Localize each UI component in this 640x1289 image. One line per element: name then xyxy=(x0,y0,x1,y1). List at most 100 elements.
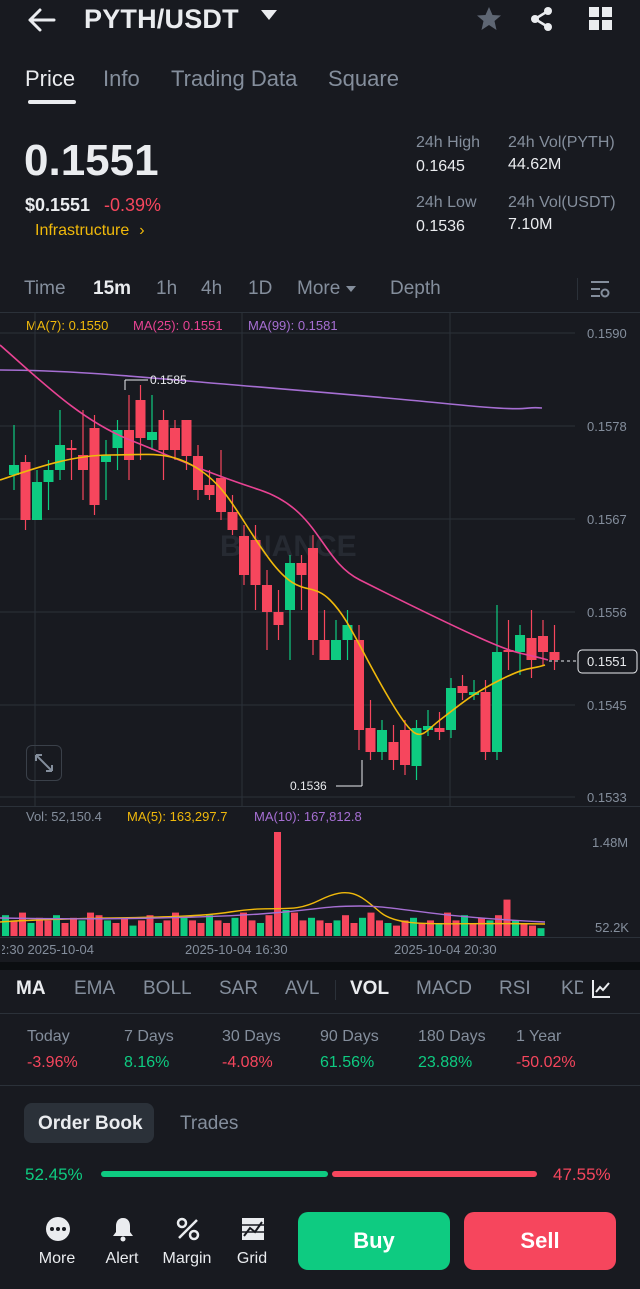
pair-title[interactable]: PYTH/USDT xyxy=(84,4,239,34)
candle xyxy=(400,720,410,775)
perf-value: 23.88% xyxy=(418,1054,473,1071)
chart-settings-icon[interactable] xyxy=(588,277,612,301)
tab-trades[interactable]: Trades xyxy=(180,1113,239,1134)
vol-tick: 52.2K xyxy=(595,920,629,935)
candle xyxy=(549,625,560,670)
tab-price[interactable]: Price xyxy=(25,66,76,91)
volume-bar xyxy=(104,920,111,936)
tab-order-book[interactable]: Order Book xyxy=(24,1103,154,1143)
indicator-macd[interactable]: MACD xyxy=(416,978,472,999)
main-tabs: Price Info Trading Data Square xyxy=(0,66,640,96)
candle-body xyxy=(469,692,479,695)
volume-bar xyxy=(316,920,324,936)
nav-alert[interactable]: Alert xyxy=(87,1212,157,1272)
interval-time[interactable]: Time xyxy=(24,278,66,299)
vol-quote-value: 7.10M xyxy=(508,216,553,233)
volume-bar xyxy=(223,923,230,936)
volume-bar xyxy=(257,923,264,936)
vol-ma5-legend: MA(5): 163,297.7 xyxy=(127,809,228,824)
tab-trading-data[interactable]: Trading Data xyxy=(171,66,298,91)
candle-body xyxy=(492,652,502,752)
candle-body xyxy=(549,652,560,660)
tab-info[interactable]: Info xyxy=(103,66,140,91)
candle xyxy=(227,495,238,535)
high-value: 0.1645 xyxy=(416,158,465,175)
volume-bar xyxy=(537,928,545,936)
candle-body xyxy=(434,728,445,732)
volume-bar xyxy=(359,917,366,936)
volume-bar xyxy=(427,920,434,936)
candle xyxy=(388,725,399,770)
candle xyxy=(273,590,284,640)
volume-chart[interactable] xyxy=(0,807,640,937)
volume-bar xyxy=(308,917,315,936)
candle-body xyxy=(9,465,19,475)
tab-square[interactable]: Square xyxy=(328,66,399,91)
candle-body xyxy=(112,430,123,448)
candle xyxy=(135,385,146,460)
grid-menu-icon[interactable] xyxy=(586,4,616,34)
performance-row: Today -3.96% 7 Days 8.16% 30 Days -4.08%… xyxy=(0,1028,640,1078)
volume-bar xyxy=(325,923,332,936)
indicator-rsi[interactable]: RSI xyxy=(499,978,531,999)
y-tick: 0.1590 xyxy=(587,326,627,341)
indicator-ema[interactable]: EMA xyxy=(74,978,116,999)
nav-grid[interactable]: Grid xyxy=(217,1212,287,1272)
sell-button[interactable]: Sell xyxy=(464,1212,616,1270)
category-tag-link[interactable]: Infrastructure › xyxy=(35,222,145,240)
volume-bar xyxy=(503,899,511,936)
interval-1h[interactable]: 1h xyxy=(156,278,178,299)
nav-margin[interactable]: Margin xyxy=(152,1212,222,1272)
candlestick-chart[interactable]: BINANCE 0.1585 0.1536 0.1551 xyxy=(0,313,640,807)
vol-ma5-line xyxy=(0,891,546,925)
ma7-legend: MA(7): 0.1550 xyxy=(26,318,109,333)
interval-depth[interactable]: Depth xyxy=(390,278,441,299)
indicator-avl[interactable]: AVL xyxy=(285,978,320,999)
candle-body xyxy=(273,612,284,625)
nav-more[interactable]: More xyxy=(22,1212,92,1272)
candle xyxy=(204,470,215,500)
indicator-boll[interactable]: BOLL xyxy=(143,978,192,999)
indicator-kd[interactable]: KD xyxy=(561,978,583,999)
share-icon[interactable] xyxy=(527,4,557,34)
candle-body xyxy=(78,455,88,470)
volume-bar xyxy=(350,923,358,936)
volume-bar xyxy=(333,920,341,936)
volume-bar xyxy=(469,923,477,936)
interval-more-label: More xyxy=(297,278,341,299)
buy-button[interactable]: Buy xyxy=(298,1212,450,1270)
vol-quote-label: 24h Vol(USDT) xyxy=(508,194,616,211)
chevron-down-icon[interactable] xyxy=(261,10,277,20)
candle xyxy=(158,410,169,480)
indicator-ma[interactable]: MA xyxy=(16,978,46,999)
indicator-vol[interactable]: VOL xyxy=(350,978,390,999)
interval-15m[interactable]: 15m xyxy=(93,278,132,299)
interval-more[interactable]: More xyxy=(297,278,357,300)
y-tick: 0.1567 xyxy=(587,512,627,527)
nav-grid-label: Grid xyxy=(236,1250,268,1267)
candle xyxy=(262,570,272,650)
candle xyxy=(55,410,65,480)
interval-1d[interactable]: 1D xyxy=(248,278,273,299)
candle xyxy=(411,720,422,780)
back-arrow-icon[interactable] xyxy=(22,6,62,34)
caret-down-icon xyxy=(346,285,357,292)
volume-bar xyxy=(112,923,120,936)
interval-divider xyxy=(577,278,578,300)
candle xyxy=(112,420,123,470)
candle-body xyxy=(457,686,468,693)
indicator-sar[interactable]: SAR xyxy=(219,978,259,999)
indicator-settings-icon[interactable] xyxy=(590,978,612,1000)
candle-body xyxy=(262,585,272,612)
volume-bar xyxy=(10,920,18,936)
last-price-box xyxy=(577,649,638,674)
volume-bar xyxy=(401,920,409,936)
star-icon[interactable] xyxy=(474,4,504,34)
candle-body xyxy=(216,478,226,512)
candle xyxy=(43,460,54,510)
candle xyxy=(147,395,157,450)
candles-group xyxy=(9,385,560,780)
interval-4h[interactable]: 4h xyxy=(201,278,223,299)
fullscreen-button[interactable] xyxy=(26,745,62,781)
volume-bar xyxy=(44,920,52,936)
